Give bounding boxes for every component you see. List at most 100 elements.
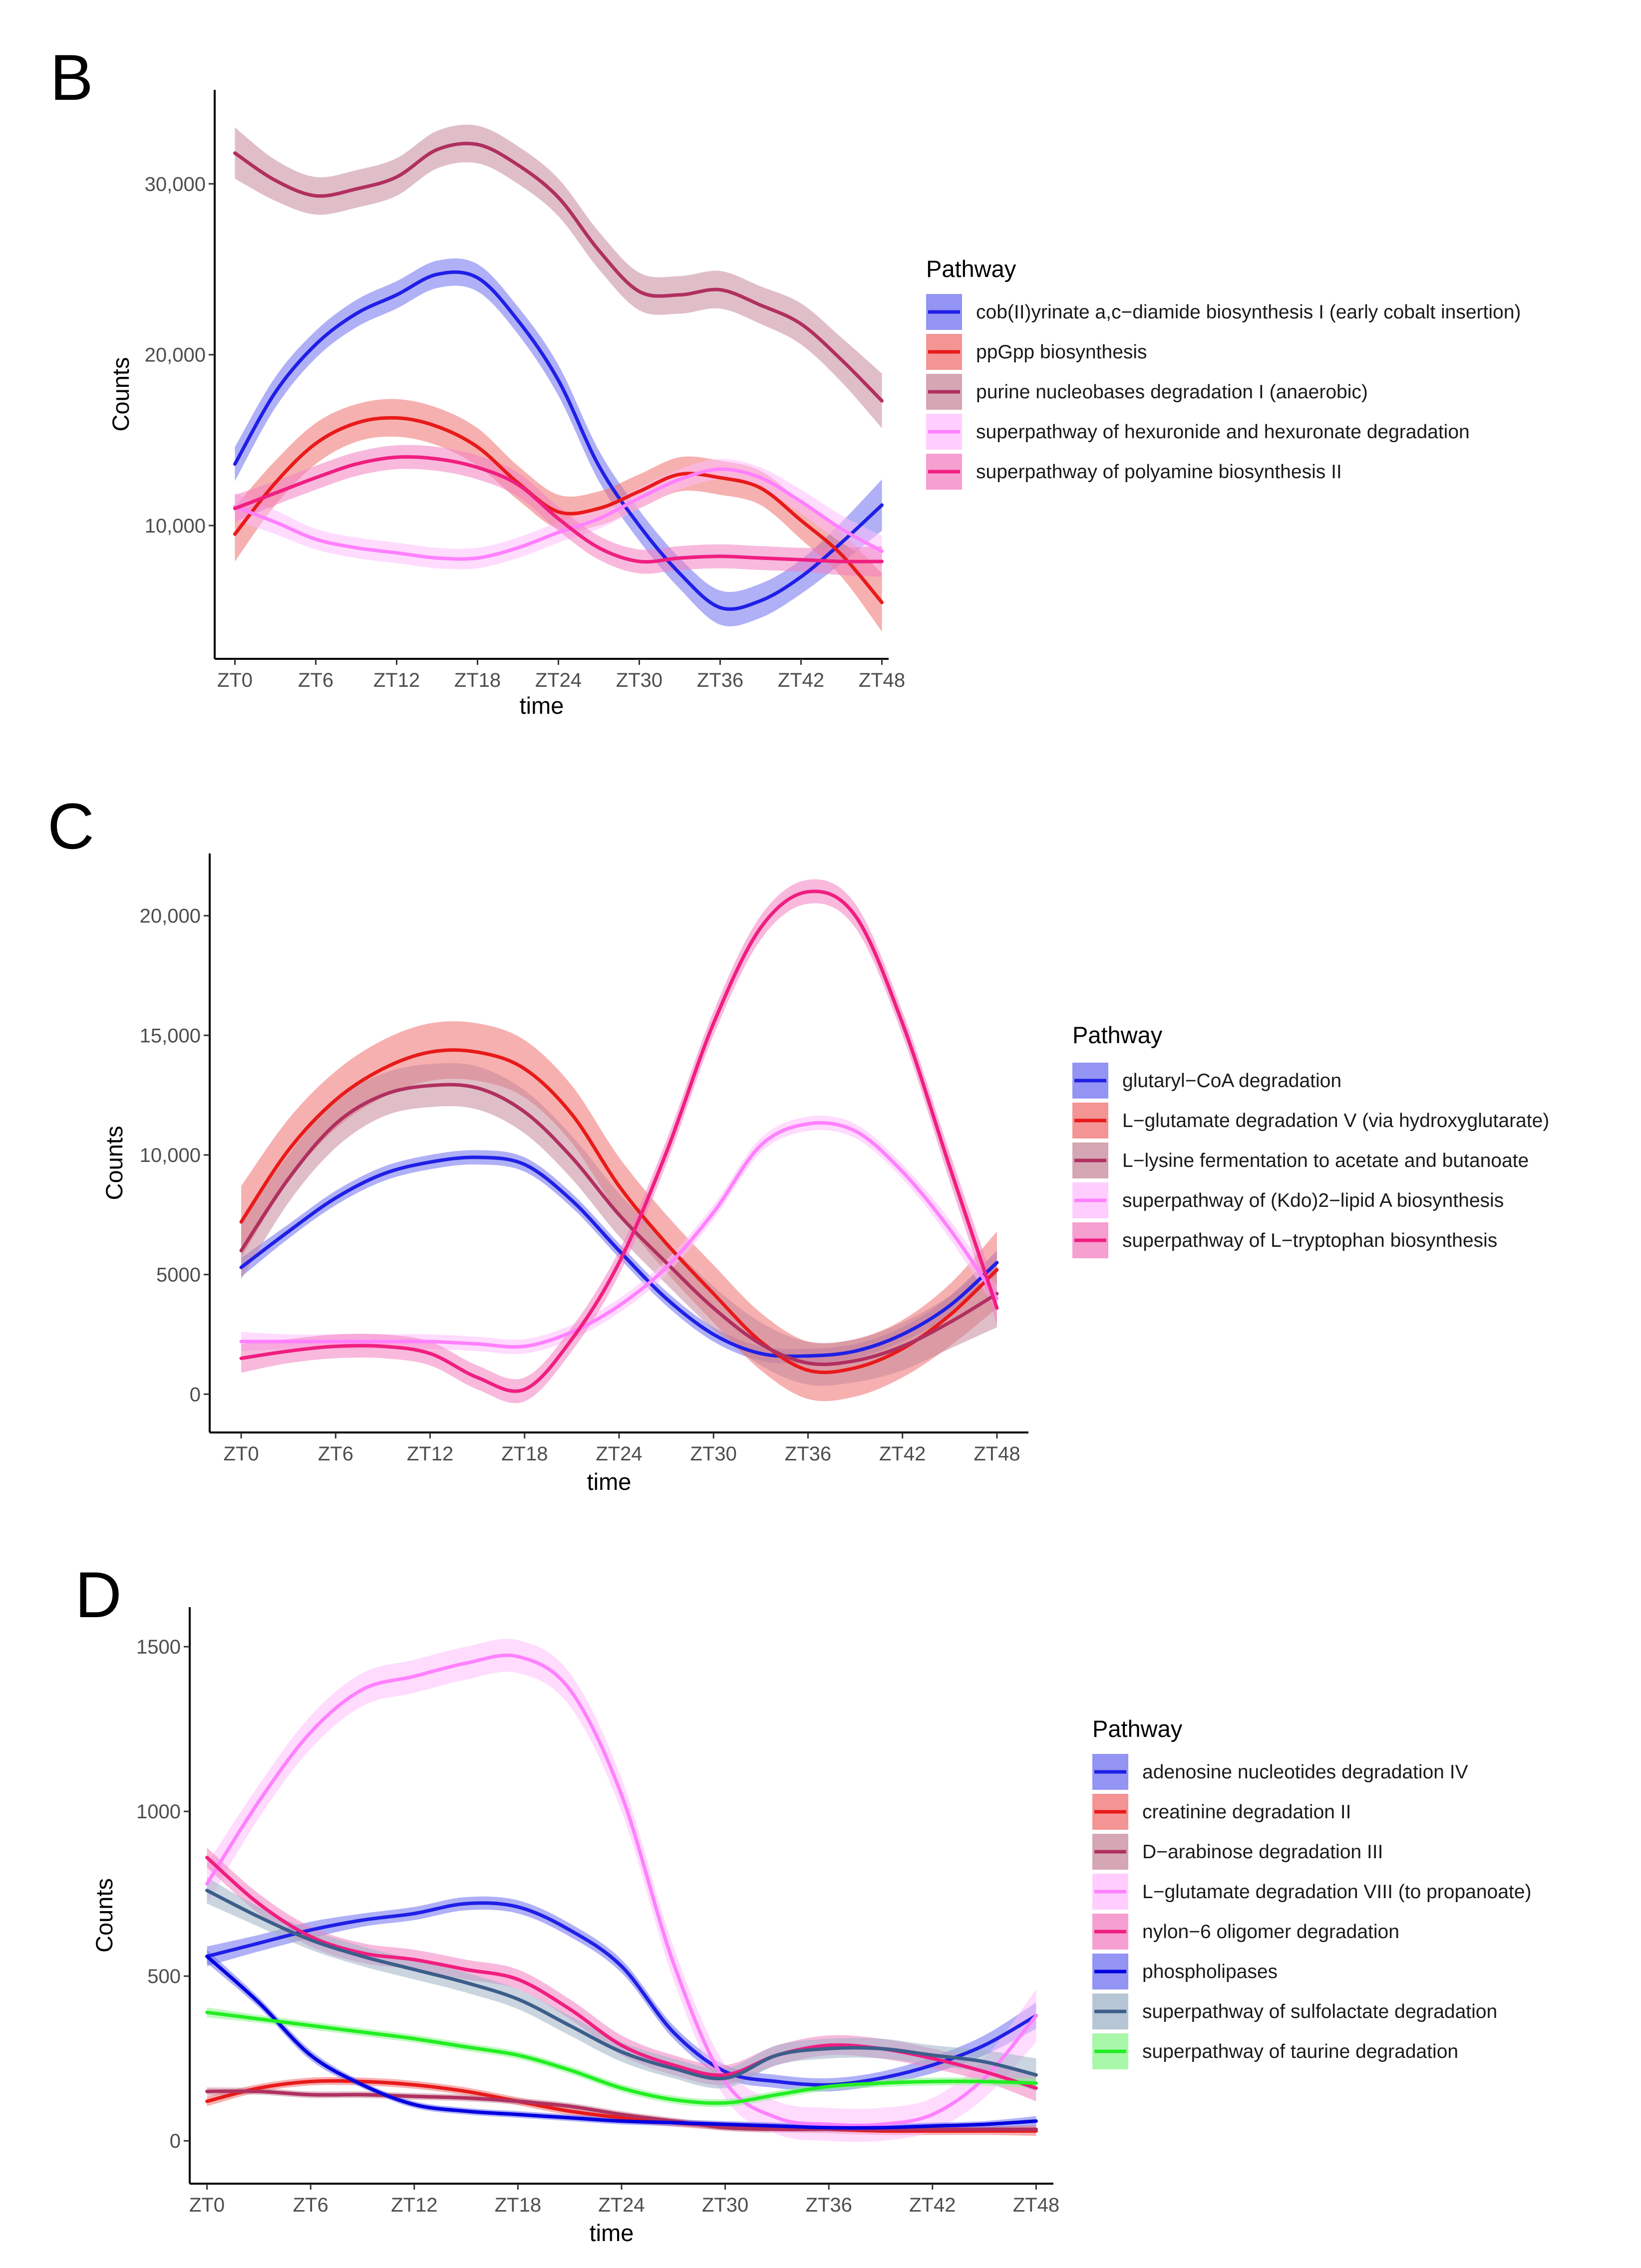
legend-label: purine nucleobases degradation I (anaero…: [976, 381, 1368, 403]
legend-key: [1092, 1954, 1128, 1989]
legend-key: [926, 414, 962, 450]
y-tick-label: 10,000: [145, 515, 206, 537]
legend-label: superpathway of polyamine biosynthesis I…: [976, 461, 1342, 483]
y-axis-title: Counts: [107, 357, 134, 432]
confidence-band-4: [241, 879, 997, 1404]
legend-key: [1092, 1794, 1128, 1830]
legend-key: [1092, 2033, 1128, 2069]
x-tick-label: ZT24: [596, 1443, 642, 1465]
series-line-0: [233, 270, 884, 611]
x-tick-label: ZT42: [778, 669, 824, 691]
y-tick-label: 15,000: [140, 1025, 201, 1047]
x-axis-title: time: [520, 692, 564, 719]
series-line-4: [233, 455, 884, 564]
panel-D: D 0 500 1000 1500 ZT0 ZT6 ZT12 ZT18 ZT24 ZT30 ZT36 Z…: [75, 1558, 1531, 2246]
y-tick-label: 1500: [136, 1636, 181, 1658]
x-tick-label: ZT30: [616, 669, 662, 691]
legend-label: superpathway of (Kdo)2−lipid A biosynthe…: [1122, 1190, 1504, 1211]
legend-label: superpathway of taurine degradation: [1142, 2041, 1458, 2062]
legend-key: [1072, 1063, 1108, 1099]
legend-title: Pathway: [926, 256, 1016, 282]
x-tick-label: ZT36: [785, 1443, 831, 1465]
legend-key: [926, 334, 962, 370]
x-tick-label: ZT18: [501, 1443, 548, 1465]
x-tick-label: ZT48: [859, 669, 905, 691]
legend: Pathway adenosine nucleotides degradation…: [1092, 1715, 1531, 2069]
legend-key: [926, 454, 962, 490]
series-line-3: [239, 1121, 999, 1349]
confidence-band-2: [235, 124, 882, 428]
plot-area: [239, 879, 999, 1404]
series-line-3: [205, 1653, 1038, 2127]
y-tick-label: 20,000: [140, 905, 201, 927]
x-tick-label: ZT24: [535, 669, 582, 691]
x-tick-label: ZT30: [702, 2194, 748, 2216]
x-tick-label: ZT0: [189, 2194, 225, 2216]
x-tick-label: ZT18: [495, 2194, 541, 2216]
x-tick-label: ZT24: [598, 2194, 645, 2216]
legend-label: ppGpp biosynthesis: [976, 341, 1147, 363]
series-line-1: [239, 1048, 999, 1375]
x-axis-title: time: [590, 2220, 634, 2246]
x-tick-label: ZT30: [690, 1443, 737, 1465]
series-line-4: [239, 889, 999, 1393]
legend: Pathway cob(II)yrinate a,c−diamide biosyn…: [926, 256, 1521, 490]
x-tick-label: ZT6: [318, 1443, 353, 1465]
legend-title: Pathway: [1072, 1022, 1163, 1048]
legend-label: superpathway of hexuronide and hexuronat…: [976, 421, 1470, 443]
x-tick-label: ZT48: [1013, 2194, 1059, 2216]
x-tick-label: ZT0: [217, 669, 253, 691]
legend-key: [926, 294, 962, 330]
y-axis-title: Counts: [91, 1878, 117, 1953]
legend-key: [1072, 1103, 1108, 1138]
legend-label: glutaryl−CoA degradation: [1122, 1070, 1341, 1092]
legend-label: creatinine degradation II: [1142, 1801, 1351, 1823]
y-tick-label: 5000: [156, 1264, 201, 1286]
x-tick-label: ZT12: [373, 669, 420, 691]
y-tick-label: 20,000: [145, 344, 206, 366]
panel-C: C 0 5000 10,000 15,000 20,000 ZT0 ZT6 ZT12 ZT18 ZT…: [47, 790, 1549, 1495]
y-tick-label: 0: [190, 1384, 201, 1406]
y-tick-label: 500: [147, 1966, 181, 1987]
legend-label: L−glutamate degradation VIII (to propano…: [1142, 1881, 1531, 1903]
series-line-1: [233, 416, 884, 604]
x-tick-label: ZT6: [298, 669, 333, 691]
legend-key: [1092, 1993, 1128, 2029]
x-axis-title: time: [587, 1468, 632, 1495]
legend-key: [1072, 1222, 1108, 1258]
series-line-0: [205, 1901, 1038, 2087]
x-tick-label: ZT12: [391, 2194, 437, 2216]
legend-key: [1072, 1142, 1108, 1178]
y-tick-label: 10,000: [140, 1144, 201, 1166]
legend-label: cob(II)yrinate a,c−diamide biosynthesis …: [976, 301, 1521, 323]
series-line-3: [233, 467, 884, 561]
legend-label: phospholipases: [1142, 1961, 1278, 1983]
legend-key: [1092, 1834, 1128, 1870]
legend-label: superpathway of L−tryptophan biosynthesi…: [1122, 1230, 1497, 1251]
confidence-band-6: [207, 1877, 1036, 2092]
x-tick-label: ZT6: [293, 2194, 328, 2216]
x-tick-label: ZT18: [454, 669, 501, 691]
series-line-2: [205, 2089, 1038, 2131]
legend-key: [1072, 1182, 1108, 1218]
legend-label: L−lysine fermentation to acetate and but…: [1122, 1150, 1529, 1171]
series-line-2: [239, 1083, 999, 1366]
legend-label: adenosine nucleotides degradation IV: [1142, 1761, 1468, 1783]
confidence-band-2: [241, 1063, 997, 1386]
legend-key: [1092, 1874, 1128, 1910]
x-tick-label: ZT36: [697, 669, 743, 691]
confidence-band-2: [207, 2087, 1036, 2133]
legend-key: [926, 374, 962, 410]
y-tick-label: 1000: [136, 1801, 181, 1823]
series-line-2: [233, 141, 884, 403]
panel-letter: B: [50, 41, 93, 114]
legend-label: nylon−6 oligomer degradation: [1142, 1921, 1399, 1943]
legend: Pathway glutaryl−CoA degradation L−glutama…: [1072, 1022, 1549, 1258]
series-line-5: [205, 1955, 1038, 2130]
legend-label: superpathway of sulfolactate degradation: [1142, 2001, 1497, 2022]
legend-key: [1092, 1754, 1128, 1790]
plot-area: [205, 1639, 1038, 2142]
legend-label: L−glutamate degradation V (via hydroxygl…: [1122, 1110, 1549, 1132]
x-tick-label: ZT48: [974, 1443, 1020, 1465]
panel-letter: D: [75, 1558, 122, 1631]
